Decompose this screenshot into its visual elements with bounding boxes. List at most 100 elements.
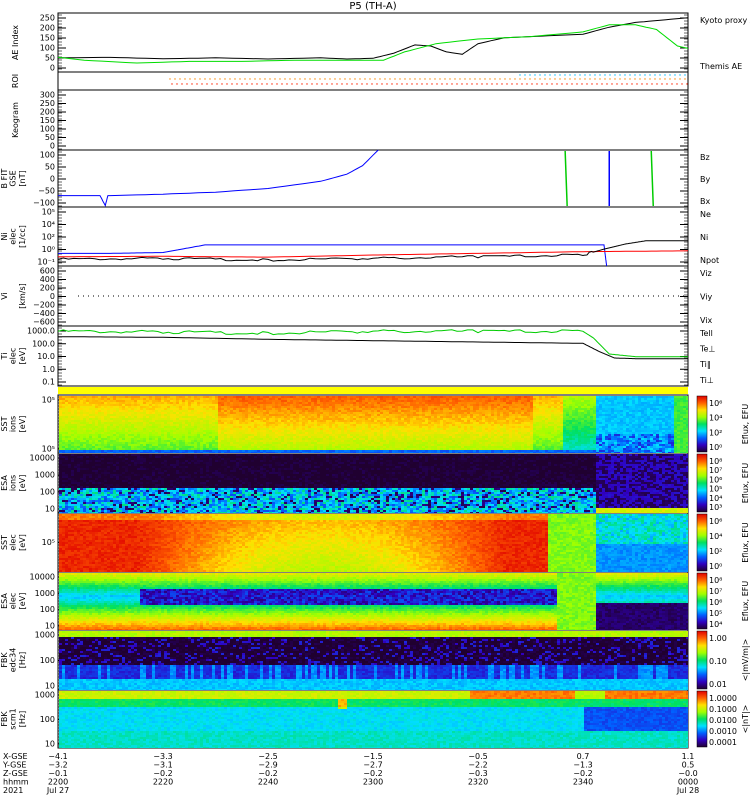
- series-kyoto-proxy-ae: [57, 24, 689, 64]
- roi-marker: [201, 83, 203, 85]
- roi-marker: [409, 78, 411, 80]
- roi-marker: [311, 83, 313, 85]
- colorbar-tick-label: 10⁶: [709, 475, 722, 484]
- roi-marker: [611, 83, 613, 85]
- spectrogram-fbk_e: [58, 630, 688, 690]
- roi-marker: [374, 78, 376, 80]
- colorbar-tick-label: 10⁴: [709, 620, 722, 629]
- roi-marker: [431, 83, 433, 85]
- y-axis-units: [Hz]: [18, 711, 27, 727]
- roi-marker: [559, 74, 561, 76]
- roi-marker: [259, 78, 261, 80]
- roi-marker: [486, 83, 488, 85]
- colorbar-tick-label: 10⁴: [709, 414, 722, 423]
- roi-marker: [324, 78, 326, 80]
- roi-marker: [509, 78, 511, 80]
- roi-marker: [254, 78, 256, 80]
- legend-entry: Bz: [700, 153, 710, 162]
- roi-marker: [349, 78, 351, 80]
- roi-marker: [309, 78, 311, 80]
- y-tick-label: 0: [50, 175, 55, 184]
- roi-marker: [274, 78, 276, 80]
- roi-marker: [236, 83, 238, 85]
- roi-marker: [644, 78, 646, 80]
- roi-marker: [464, 78, 466, 80]
- roi-marker: [534, 74, 536, 76]
- roi-marker: [664, 78, 666, 80]
- roi-marker: [396, 83, 398, 85]
- roi-marker: [634, 74, 636, 76]
- colorbar: [696, 630, 708, 690]
- x-tick-label: 1.1: [682, 752, 695, 761]
- spectrogram-esa_e: [58, 572, 688, 630]
- legend-entry: Ne: [700, 210, 711, 219]
- roi-marker: [459, 78, 461, 80]
- roi-marker: [591, 83, 593, 85]
- roi-marker: [674, 74, 676, 76]
- roi-marker: [496, 83, 498, 85]
- colorbar-tick-label: 10²: [709, 547, 722, 556]
- x-tick-label: −0.2: [153, 769, 172, 778]
- roi-marker: [334, 78, 336, 80]
- colorbar-tick-label: 10⁵: [709, 609, 722, 618]
- x-tick-label: 0.5: [682, 761, 695, 770]
- roi-marker: [321, 83, 323, 85]
- roi-marker: [654, 74, 656, 76]
- roi-marker: [351, 83, 353, 85]
- x-tick-label: −3.1: [153, 761, 172, 770]
- roi-marker: [199, 78, 201, 80]
- y-tick-label: 250: [40, 99, 55, 108]
- roi-marker: [326, 83, 328, 85]
- roi-marker: [421, 83, 423, 85]
- roi-marker: [659, 74, 661, 76]
- y-tick-label: 1000: [35, 471, 55, 480]
- series-ne: [58, 250, 689, 258]
- y-axis-label: FBK: [0, 652, 9, 668]
- roi-marker: [329, 78, 331, 80]
- roi-marker: [636, 83, 638, 85]
- roi-marker: [649, 74, 651, 76]
- roi-marker: [489, 78, 491, 80]
- roi-marker: [596, 83, 598, 85]
- roi-marker: [284, 78, 286, 80]
- roi-marker: [341, 83, 343, 85]
- y-tick-label: 10: [45, 682, 55, 691]
- roi-marker: [501, 83, 503, 85]
- panel-frame: [57, 325, 689, 387]
- roi-marker: [366, 83, 368, 85]
- roi-marker: [589, 78, 591, 80]
- x-tick-label: 2240: [258, 778, 278, 787]
- series-ti-: [58, 336, 688, 360]
- roi-marker: [609, 74, 611, 76]
- roi-marker: [651, 83, 653, 85]
- roi-marker: [484, 78, 486, 80]
- colorbar-label: Eflux, EFU: [741, 463, 750, 504]
- roi-marker: [649, 78, 651, 80]
- roi-marker: [279, 78, 281, 80]
- roi-marker: [436, 83, 438, 85]
- y-axis-units: [1/cc]: [18, 225, 27, 248]
- x-tick-label: Jul 28: [676, 786, 699, 795]
- x-tick-label: 2200: [48, 778, 68, 787]
- roi-marker: [531, 83, 533, 85]
- spectrogram-sst_i: [58, 395, 688, 453]
- y-tick-label: 50: [45, 54, 55, 63]
- colorbar-tick-label: 0.1000: [709, 705, 737, 714]
- x-row-label: Z-GSE: [3, 769, 28, 778]
- roi-marker: [379, 78, 381, 80]
- roi-marker: [609, 78, 611, 80]
- roi-marker: [566, 83, 568, 85]
- roi-marker: [426, 83, 428, 85]
- roi-marker: [481, 83, 483, 85]
- y-tick-label: 10⁴: [42, 220, 55, 229]
- y-tick-label: 1000: [35, 589, 55, 598]
- roi-marker: [684, 78, 686, 80]
- roi-marker: [494, 78, 496, 80]
- legend-entry: Ti⊥: [699, 376, 714, 385]
- roi-marker: [251, 83, 253, 85]
- roi-marker: [196, 83, 198, 85]
- roi-marker: [544, 78, 546, 80]
- y-tick-label: 100: [40, 44, 55, 53]
- roi-marker: [219, 78, 221, 80]
- roi-marker: [674, 78, 676, 80]
